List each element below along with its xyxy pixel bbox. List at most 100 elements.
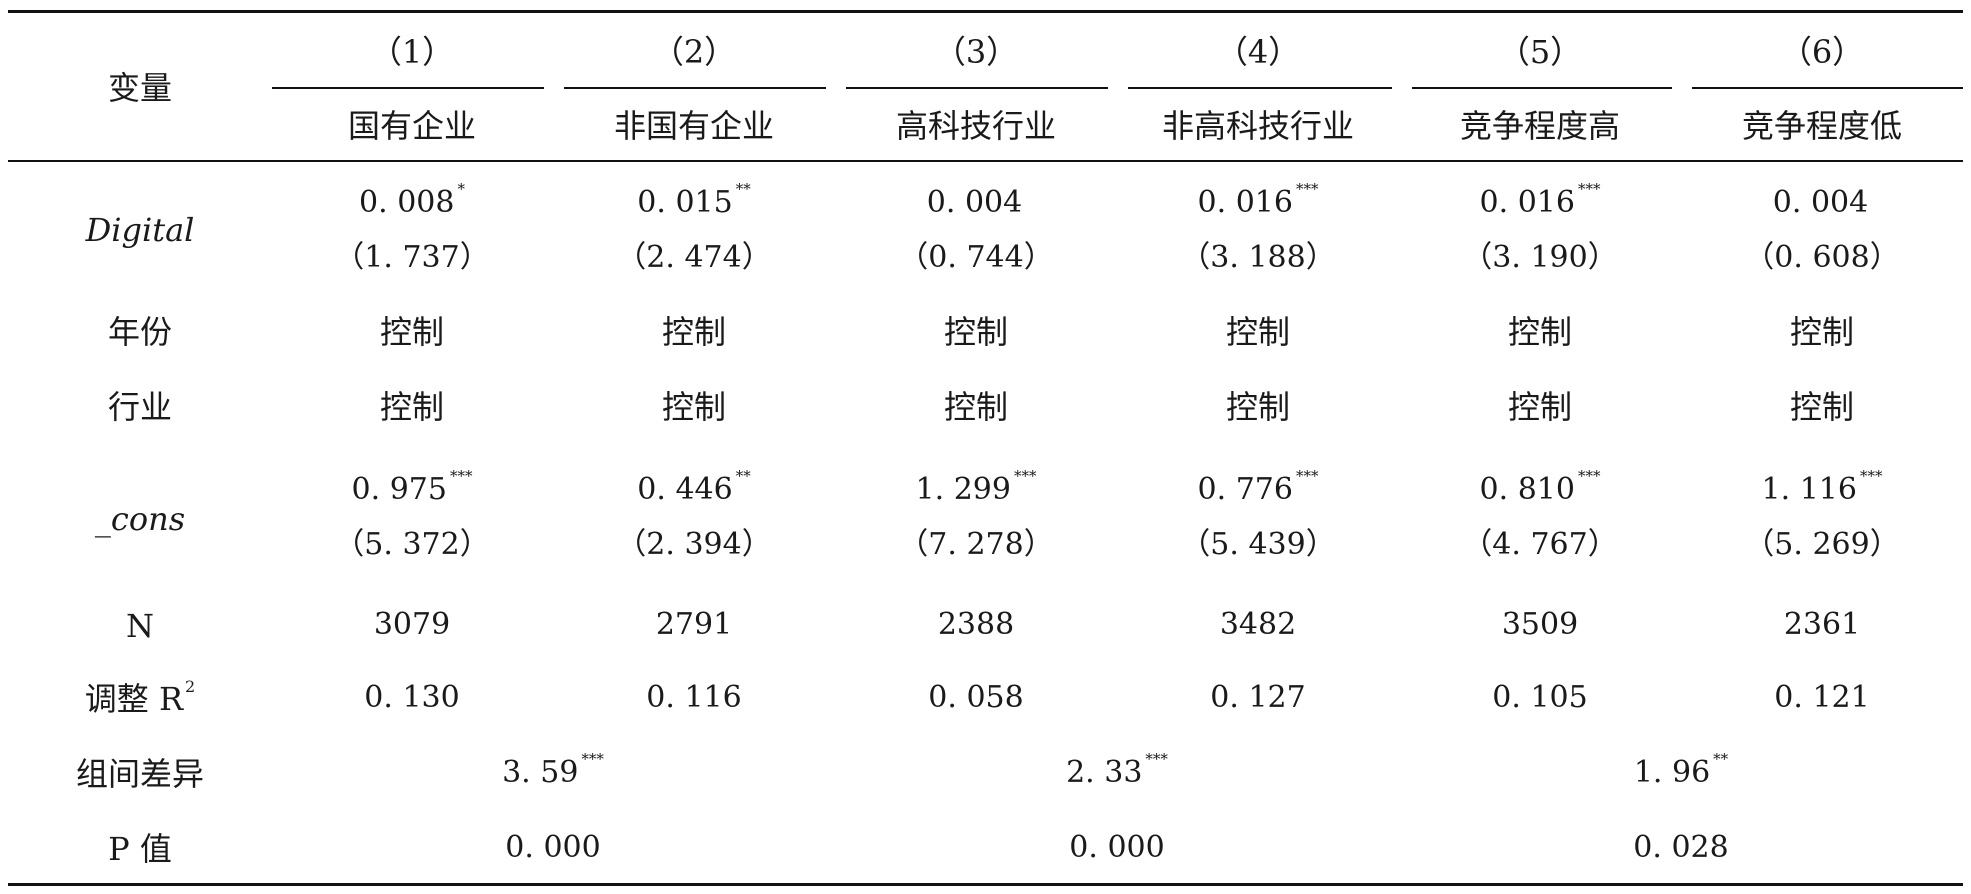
adj-r2-text: 调整 R: [84, 680, 184, 718]
diff-value: 2. 33: [1066, 755, 1143, 790]
cons-t-stat: （5. 439）: [1180, 527, 1336, 562]
row-label-year: 年份: [107, 313, 172, 351]
cons-t-stat: （7. 278）: [898, 527, 1054, 562]
significance-stars: ***: [1859, 467, 1883, 485]
significance-stars: ***: [1145, 750, 1168, 768]
row-label-industry: 行业: [107, 388, 172, 426]
row-label-n: N: [126, 607, 154, 645]
column-number: （4）: [1215, 33, 1301, 71]
column-number: （2）: [651, 33, 737, 71]
column-header-rule: [272, 87, 544, 89]
adj-r2-superscript: 2: [185, 677, 196, 696]
n-value: 2791: [655, 607, 733, 642]
diff-value: 3. 59: [502, 755, 579, 790]
column-number: （1）: [369, 33, 455, 71]
top-rule: [8, 10, 1963, 13]
cons-coef: 1. 116 ***: [1702, 469, 1942, 507]
column-number: （3）: [933, 33, 1019, 71]
significance-stars: ***: [581, 750, 604, 768]
digital-coef: 0. 004: [1702, 188, 1942, 218]
digital-t-stat: （0. 608）: [1744, 240, 1900, 275]
cons-coef: 0. 446 **: [574, 469, 814, 507]
group-diff-value: 3. 59 ***: [433, 752, 673, 790]
significance-stars: **: [1713, 750, 1729, 768]
industry-control: 控制: [661, 388, 726, 426]
significance-stars: *: [457, 180, 465, 198]
significance-stars: ***: [1577, 467, 1601, 485]
coef-value: 0. 004: [1772, 185, 1869, 220]
coef-value: 0. 015: [637, 185, 733, 220]
n-value: 3482: [1219, 607, 1297, 642]
significance-stars: ***: [1013, 467, 1037, 485]
adj-r2-value: 0. 127: [1210, 680, 1306, 715]
coef-value: 0. 008: [359, 185, 455, 220]
coef-value: 0. 810: [1479, 472, 1575, 507]
column-header: 竞争程度高: [1459, 107, 1620, 145]
year-control: 控制: [1225, 313, 1290, 351]
significance-stars: **: [735, 467, 751, 485]
coef-value: 0. 016: [1197, 185, 1293, 220]
column-header: 竞争程度低: [1741, 107, 1902, 145]
year-control: 控制: [379, 313, 444, 351]
year-control: 控制: [943, 313, 1008, 351]
digital-coef: 0. 016 ***: [1138, 182, 1378, 220]
coef-value: 1. 116: [1761, 472, 1857, 507]
coef-value: 0. 776: [1197, 472, 1293, 507]
row-label-cons: _cons: [94, 500, 186, 538]
cons-t-stat: （5. 372）: [334, 527, 490, 562]
p-value: 0. 000: [505, 830, 601, 865]
industry-control: 控制: [379, 388, 444, 426]
row-label-group-diff: 组间差异: [75, 755, 204, 793]
significance-stars: ***: [1577, 180, 1601, 198]
cons-t-stat: （2. 394）: [616, 527, 772, 562]
column-header-rule: [564, 87, 826, 89]
cons-t-stat: （5. 269）: [1744, 527, 1900, 562]
group-diff-value: 2. 33 ***: [997, 752, 1237, 790]
industry-control: 控制: [943, 388, 1008, 426]
digital-coef: 0. 008 *: [292, 182, 532, 220]
significance-stars: ***: [449, 467, 473, 485]
column-header-rule: [1128, 87, 1392, 89]
cons-coef: 0. 810 ***: [1420, 469, 1660, 507]
column-header-rule: [846, 87, 1108, 89]
n-value: 3079: [373, 607, 451, 642]
n-value: 2388: [937, 607, 1015, 642]
industry-control: 控制: [1225, 388, 1290, 426]
digital-t-stat: （3. 190）: [1462, 240, 1618, 275]
column-header-rule: [1692, 87, 1963, 89]
cons-coef: 0. 776 ***: [1138, 469, 1378, 507]
diff-value: 1. 96: [1633, 755, 1711, 790]
row-label-digital: Digital: [85, 211, 195, 249]
header-variable: 变量: [107, 69, 172, 107]
digital-coef: 0. 016 ***: [1420, 182, 1660, 220]
adj-r2-value: 0. 121: [1774, 680, 1870, 715]
digital-coef: 0. 015 **: [574, 182, 814, 220]
column-number: （6）: [1779, 33, 1865, 71]
year-control: 控制: [661, 313, 726, 351]
cons-coef: 0. 975 ***: [292, 469, 532, 507]
adj-r2-value: 0. 116: [646, 680, 742, 715]
row-label-p-value: P 值: [108, 830, 172, 868]
cons-t-stat: （4. 767）: [1462, 527, 1618, 562]
group-diff-value: 1. 96 **: [1561, 752, 1801, 790]
coef-value: 0. 446: [637, 472, 733, 507]
column-header: 非国有企业: [613, 107, 774, 145]
digital-t-stat: （2. 474）: [616, 240, 772, 275]
column-header: 高科技行业: [895, 107, 1056, 145]
digital-t-stat: （0. 744）: [898, 240, 1054, 275]
adj-r2-value: 0. 105: [1492, 680, 1588, 715]
significance-stars: ***: [1295, 180, 1319, 198]
column-header: 国有企业: [347, 107, 476, 145]
p-value: 0. 028: [1633, 830, 1729, 865]
digital-t-stat: （3. 188）: [1180, 240, 1336, 275]
year-control: 控制: [1789, 313, 1854, 351]
industry-control: 控制: [1789, 388, 1854, 426]
digital-t-stat: （1. 737）: [334, 240, 490, 275]
coef-value: 0. 016: [1479, 185, 1575, 220]
coef-value: 0. 975: [351, 472, 447, 507]
column-header: 非高科技行业: [1161, 107, 1354, 145]
adj-r2-value: 0. 058: [928, 680, 1024, 715]
n-value: 2361: [1783, 607, 1861, 642]
p-value: 0. 000: [1069, 830, 1165, 865]
